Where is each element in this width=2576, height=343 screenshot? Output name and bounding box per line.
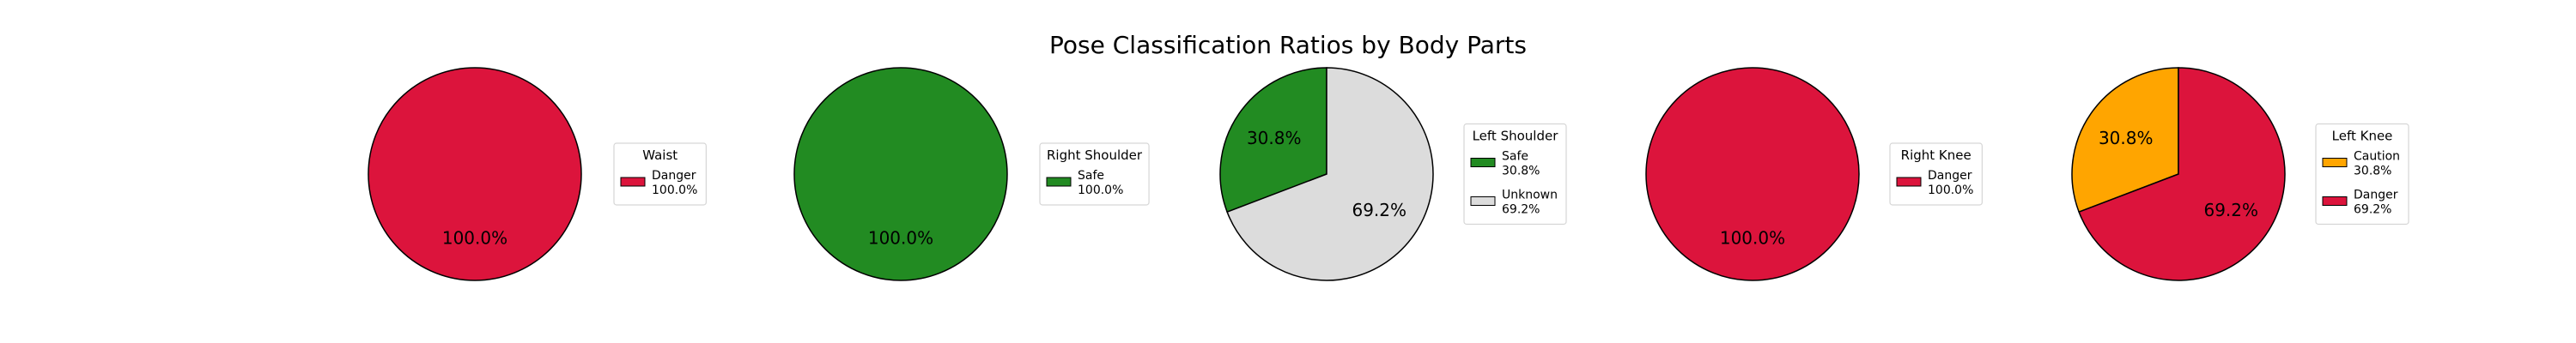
pct-label-left-shoulder-safe: 30.8% [1247, 128, 1302, 148]
legend-frame [1889, 142, 1983, 206]
legend-pct-danger: 69.2% [2354, 203, 2391, 217]
pie-panel-left-shoulder: 30.8%69.2%Left ShoulderSafe30.8%Unknown6… [1219, 67, 1567, 281]
legend-swatch-danger [1896, 177, 1922, 187]
legend-label-caution: Caution [2354, 150, 2400, 164]
legend-pct-caution: 30.8% [2354, 165, 2391, 178]
pct-label-right-knee-danger: 100.0% [1720, 227, 1785, 248]
pct-label-left-shoulder-unknown: 69.2% [1352, 200, 1406, 220]
pie-slice-left-knee-danger [2078, 67, 2286, 281]
pct-label-right-shoulder-safe: 100.0% [868, 227, 933, 248]
legend-pct-safe: 30.8% [1502, 165, 1540, 178]
pie-slice-right-shoulder-safe [793, 67, 1008, 281]
legend-title-waist: Waist [642, 147, 677, 163]
legend-label-danger: Danger [652, 169, 696, 183]
legend-title-right-knee: Right Knee [1901, 147, 1971, 163]
legend-label-danger: Danger [1928, 169, 1972, 183]
pct-label-left-knee-danger: 69.2% [2203, 200, 2258, 220]
pie-slice-left-shoulder-unknown [1226, 67, 1434, 281]
pie-slice-left-shoulder-safe [1219, 67, 1327, 214]
legend-swatch-danger [2322, 196, 2348, 206]
pie-slice-left-knee-caution [2071, 67, 2179, 214]
legend-pct-unknown: 69.2% [1502, 203, 1540, 217]
legend-label-safe: Safe [1502, 150, 1528, 164]
legend-frame [613, 142, 707, 206]
legend-title-left-knee: Left Knee [2332, 129, 2393, 144]
legend-swatch-safe [1470, 158, 1496, 167]
legend-label-unknown: Unknown [1502, 189, 1558, 202]
pie-slice-waist-danger [368, 67, 582, 281]
pct-label-waist-danger: 100.0% [442, 227, 507, 248]
legend-title-right-shoulder: Right Shoulder [1047, 147, 1143, 163]
pie-slice-right-knee-danger [1645, 67, 1860, 281]
legend-label-safe: Safe [1078, 169, 1104, 183]
legend-swatch-unknown [1470, 196, 1496, 206]
pct-label-left-knee-caution: 30.8% [2099, 128, 2154, 148]
legend-pct-safe: 100.0% [1078, 184, 1123, 197]
legend-pct-danger: 100.0% [652, 184, 697, 197]
chart-title: Pose Classification Ratios by Body Parts [1049, 31, 1527, 59]
legend-title-left-shoulder: Left Shoulder [1473, 129, 1559, 144]
legend-frame [1039, 142, 1150, 206]
legend-swatch-safe [1046, 177, 1072, 187]
legend-swatch-danger [620, 177, 646, 187]
legend-swatch-caution [2322, 158, 2348, 167]
legend-pct-danger: 100.0% [1928, 184, 1973, 197]
pie-panel-left-knee: 30.8%69.2%Left KneeCaution30.8%Danger69.… [2071, 67, 2409, 281]
legend-label-danger: Danger [2354, 189, 2398, 202]
